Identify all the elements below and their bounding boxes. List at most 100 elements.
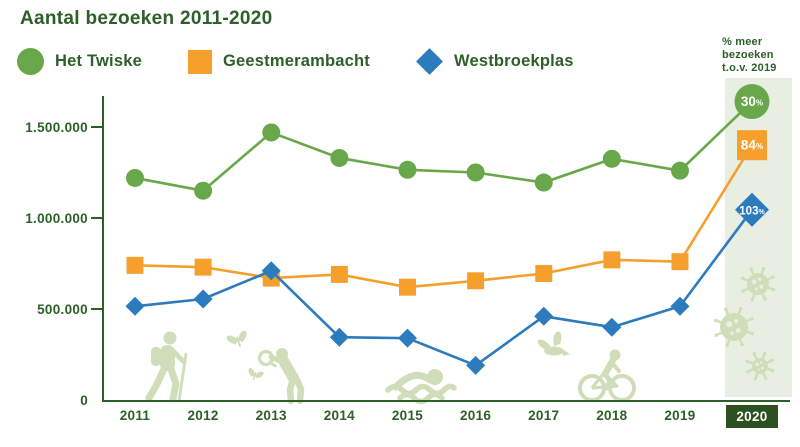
virus-spike-tip — [740, 342, 744, 347]
butterfly-icon — [248, 367, 264, 381]
researcher-magnifier-icon — [257, 348, 305, 405]
x-tick-label: 2012 — [188, 408, 219, 423]
virus-icons-layer — [713, 266, 776, 381]
virus-dot — [735, 327, 741, 334]
data-point-diamond — [670, 296, 690, 316]
pct-more-label: 30% — [741, 94, 763, 109]
series-line-het-twiske — [134, 100, 753, 193]
virus-spike-tip — [746, 370, 750, 374]
chart-decorations — [145, 330, 636, 405]
virus-dot — [734, 319, 739, 324]
pct-more-header: % meer bezoeken t.o.v. 2019 — [722, 36, 777, 75]
legend-label: Westbroekplas — [453, 52, 574, 70]
virus-spike-tip — [762, 351, 767, 356]
virus-spike-tip — [753, 376, 758, 381]
data-point-diamond — [398, 328, 417, 348]
virus-dot — [760, 366, 764, 370]
legend-item-westbroekplas: Westbroekplas — [416, 48, 574, 75]
virus-icon — [745, 351, 775, 381]
data-point-square — [330, 265, 348, 283]
pct-more-label: 84% — [741, 138, 763, 153]
swimmer-icon — [385, 369, 457, 405]
legend-label: Geestmerambacht — [222, 52, 370, 70]
year-2020-box — [726, 405, 778, 428]
data-point-circle — [671, 161, 689, 180]
highlight-band-2020 — [725, 78, 792, 397]
virus-spike-tip — [745, 359, 750, 364]
virus-spike-tip — [750, 297, 755, 302]
data-point-square — [535, 265, 553, 283]
virus-spike-tip — [714, 333, 719, 337]
x-tick-label: 2019 — [664, 408, 695, 423]
data-point-circle — [126, 168, 144, 187]
virus-dot — [758, 277, 762, 282]
virus-spike-tip — [738, 306, 743, 311]
y-tick-label: 0 — [80, 393, 88, 408]
cyclist-icon — [578, 349, 636, 402]
virus-body — [747, 273, 769, 295]
data-point-square — [737, 130, 767, 161]
data-point-square — [467, 272, 485, 290]
data-point-diamond — [735, 192, 769, 227]
virus-body — [720, 313, 748, 341]
data-point-square — [603, 251, 621, 269]
x-tick-label: 2014 — [324, 408, 355, 423]
data-point-circle — [466, 163, 485, 182]
virus-spike-tip — [713, 318, 718, 323]
virus-spike-tip — [752, 352, 756, 356]
legend-item-het-twiske: Het Twiske — [17, 48, 142, 75]
virus-icon — [740, 266, 776, 302]
x-tick-label: 2017 — [528, 408, 559, 423]
data-point-diamond — [329, 327, 349, 347]
virus-spike-tip — [761, 266, 766, 271]
highlight-band-layer — [725, 78, 792, 397]
legend: Het Twiske Geestmerambacht Westbroekplas — [17, 48, 620, 75]
virus-dot — [755, 362, 759, 367]
virus-spike-tip — [770, 368, 775, 373]
x-tick-label: 2013 — [256, 408, 287, 423]
data-point-diamond — [602, 317, 622, 337]
data-point-circle — [262, 123, 281, 142]
x-tick-label: 2015 — [392, 408, 423, 423]
legend-label: Het Twiske — [55, 52, 142, 70]
virus-dot — [760, 361, 763, 364]
virus-spike-tip — [771, 275, 775, 279]
data-point-diamond — [193, 289, 213, 309]
diamond-marker-icon — [416, 48, 443, 75]
virus-dot — [757, 368, 760, 371]
butterfly-icon — [226, 330, 247, 347]
series-line-geestmerambacht — [134, 144, 754, 289]
data-point-diamond — [466, 355, 486, 375]
virus-body — [752, 358, 768, 374]
x-tick-label: 2018 — [596, 408, 627, 423]
data-point-square — [194, 258, 212, 276]
virus-icon — [713, 306, 755, 348]
data-point-diamond — [125, 296, 145, 316]
series-line-westbroekplas — [134, 209, 754, 367]
virus-spike-tip — [724, 307, 728, 312]
virus-spike-tip — [725, 343, 730, 348]
data-point-diamond — [534, 306, 554, 326]
data-point-square — [671, 253, 689, 271]
virus-spike-tip — [740, 276, 745, 281]
virus-spike-tip — [763, 297, 767, 301]
data-point-circle — [330, 148, 349, 167]
plot-layer: 0 500.000 1.000.000 1.500.000 2011 2012 2013 20… — [25, 84, 790, 428]
square-marker-icon — [187, 49, 212, 74]
virus-spike-tip — [764, 376, 768, 380]
chart-title: Aantal bezoeken 2011-2020 — [20, 8, 273, 29]
data-point-circle — [602, 149, 621, 168]
hiker-icon — [145, 331, 188, 403]
y-tick-label: 500.000 — [37, 302, 88, 317]
pct-more-label: 103% — [739, 205, 765, 217]
virus-dot — [759, 284, 764, 289]
y-tick-label: 1.000.000 — [25, 211, 88, 226]
virus-dot — [751, 279, 757, 285]
virus-spike-tip — [750, 331, 755, 336]
x-tick-label-2020: 2020 — [736, 409, 767, 424]
data-point-square — [399, 278, 416, 296]
virus-dot — [730, 331, 734, 336]
data-point-circle — [534, 173, 553, 192]
